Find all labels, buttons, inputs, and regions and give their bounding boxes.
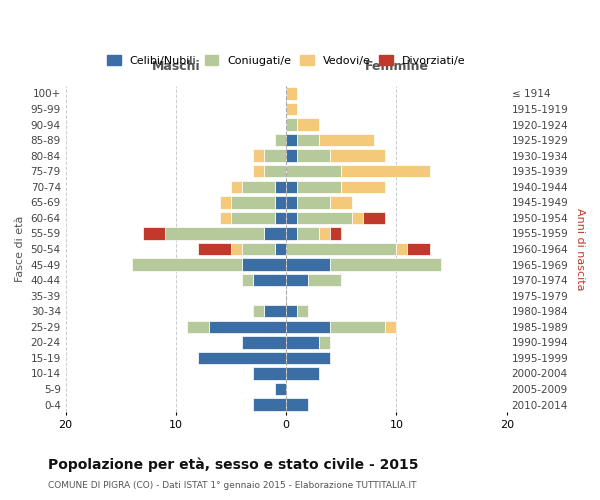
Bar	[253, 150, 264, 162]
Text: COMUNE DI PIGRA (CO) - Dati ISTAT 1° gennaio 2015 - Elaborazione TUTTITALIA.IT: COMUNE DI PIGRA (CO) - Dati ISTAT 1° gen…	[48, 481, 416, 490]
Bar	[297, 118, 319, 131]
Bar	[275, 383, 286, 395]
Bar	[253, 274, 286, 286]
Bar	[253, 305, 264, 318]
Legend: Celibi/Nubili, Coniugati/e, Vedovi/e, Divorziati/e: Celibi/Nubili, Coniugati/e, Vedovi/e, Di…	[104, 52, 469, 70]
Bar	[286, 196, 297, 208]
Bar	[286, 243, 397, 255]
Bar	[286, 258, 331, 271]
Bar	[397, 243, 407, 255]
Bar	[286, 274, 308, 286]
Bar	[341, 180, 385, 193]
Bar	[286, 398, 308, 411]
Bar	[319, 336, 331, 348]
Bar	[242, 258, 286, 271]
Bar	[331, 196, 352, 208]
Bar	[275, 180, 286, 193]
Bar	[286, 118, 297, 131]
Bar	[297, 196, 331, 208]
Bar	[286, 103, 297, 115]
Bar	[319, 134, 374, 146]
Bar	[242, 180, 275, 193]
Bar	[132, 258, 242, 271]
Bar	[364, 212, 385, 224]
Bar	[264, 227, 286, 239]
Bar	[331, 227, 341, 239]
Text: Popolazione per età, sesso e stato civile - 2015: Popolazione per età, sesso e stato civil…	[48, 458, 419, 472]
Bar	[331, 258, 440, 271]
Bar	[242, 243, 275, 255]
Bar	[264, 165, 286, 177]
Bar	[331, 150, 385, 162]
Bar	[198, 352, 286, 364]
Bar	[187, 320, 209, 333]
Bar	[198, 243, 231, 255]
Bar	[286, 320, 331, 333]
Text: Femmine: Femmine	[364, 60, 428, 73]
Bar	[143, 227, 165, 239]
Bar	[297, 180, 341, 193]
Bar	[297, 305, 308, 318]
Bar	[286, 227, 297, 239]
Bar	[242, 336, 286, 348]
Bar	[253, 398, 286, 411]
Bar	[297, 212, 352, 224]
Bar	[275, 196, 286, 208]
Bar	[165, 227, 264, 239]
Bar	[231, 243, 242, 255]
Bar	[297, 227, 319, 239]
Bar	[352, 212, 364, 224]
Bar	[286, 150, 297, 162]
Bar	[297, 150, 331, 162]
Bar	[286, 134, 297, 146]
Bar	[231, 180, 242, 193]
Y-axis label: Fasce di età: Fasce di età	[15, 216, 25, 282]
Bar	[275, 243, 286, 255]
Bar	[286, 180, 297, 193]
Bar	[220, 212, 231, 224]
Bar	[242, 274, 253, 286]
Bar	[286, 305, 297, 318]
Y-axis label: Anni di nascita: Anni di nascita	[575, 208, 585, 290]
Bar	[275, 212, 286, 224]
Bar	[264, 305, 286, 318]
Text: Maschi: Maschi	[152, 60, 200, 73]
Bar	[231, 212, 275, 224]
Bar	[331, 320, 385, 333]
Bar	[286, 87, 297, 100]
Bar	[286, 212, 297, 224]
Bar	[264, 150, 286, 162]
Bar	[253, 367, 286, 380]
Bar	[231, 196, 275, 208]
Bar	[308, 274, 341, 286]
Bar	[286, 165, 341, 177]
Bar	[297, 134, 319, 146]
Bar	[286, 367, 319, 380]
Bar	[253, 165, 264, 177]
Bar	[286, 336, 319, 348]
Bar	[209, 320, 286, 333]
Bar	[407, 243, 430, 255]
Bar	[385, 320, 397, 333]
Bar	[286, 352, 331, 364]
Bar	[220, 196, 231, 208]
Bar	[275, 134, 286, 146]
Bar	[319, 227, 331, 239]
Bar	[341, 165, 430, 177]
